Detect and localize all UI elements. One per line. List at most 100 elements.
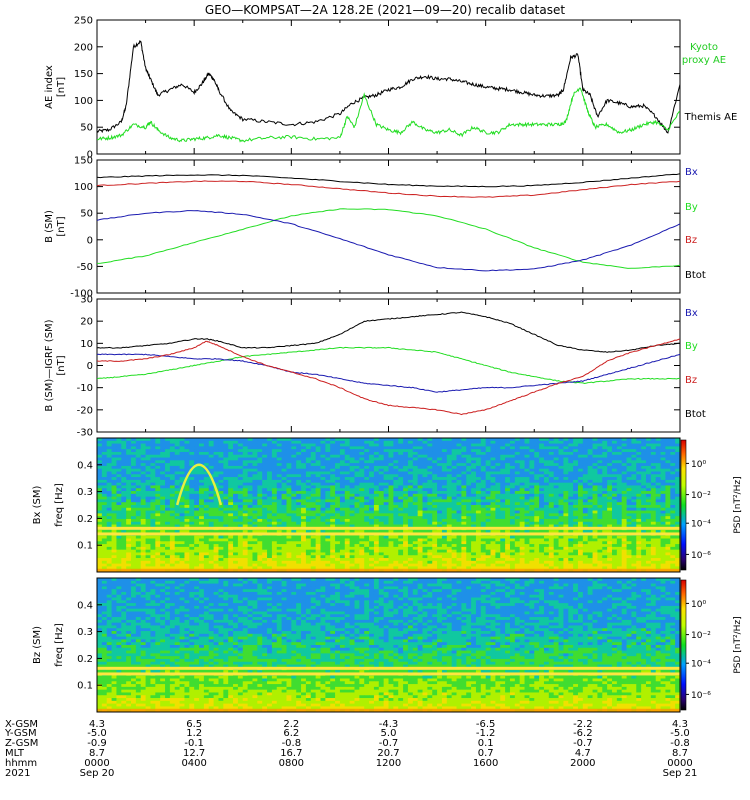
x-axis-value: -0.8 <box>282 738 302 749</box>
x-axis-table: X-GSMY-GSMZ-GSMMLThhmm20214.3-5.0-0.98.7… <box>4 719 697 779</box>
legend-bx: Bx <box>685 167 698 178</box>
y-axis-unit: [nT] <box>56 216 67 236</box>
y-tick-label: 30 <box>80 295 93 306</box>
y-axis-unit: freq [Hz] <box>54 483 65 527</box>
legend-themis-ae: Themis AE <box>684 112 738 123</box>
series-btot <box>97 311 680 353</box>
legend-btot: Btot <box>685 270 706 281</box>
series-kyoto-proxy-ae <box>97 87 680 143</box>
x-axis-value: 0000 <box>84 758 109 769</box>
colorbar-label: PSD [nT²/Hz] <box>733 476 743 533</box>
spectral-band-1 <box>97 532 680 536</box>
colorbar-label: PSD [nT²/Hz] <box>733 616 743 673</box>
spectral-band-2 <box>97 526 680 530</box>
x-axis-value: 6.2 <box>283 728 299 739</box>
x-axis-value: -6.2 <box>573 728 593 739</box>
x-axis-value: -5.0 <box>670 728 690 739</box>
x-axis-value: 4.3 <box>672 719 688 730</box>
y-axis-unit: [nT] <box>56 77 67 97</box>
y-axis-unit: [nT] <box>56 355 67 375</box>
y-tick-label: 0.4 <box>77 460 93 471</box>
panel-3: -30 -20 -10 0 10 20 30 B (SM)—IGRF (SM) [nT] Bx By… <box>44 295 706 439</box>
y-tick-label: -10 <box>77 383 93 394</box>
x-axis-value: -0.1 <box>184 738 204 749</box>
x-axis-row-label: 2021 <box>5 768 30 779</box>
y-tick-label: 0.4 <box>77 600 93 611</box>
colorbar-tick-label: 10⁻⁴ <box>691 520 711 530</box>
series-by <box>97 208 680 269</box>
x-axis-value: -2.2 <box>573 719 593 730</box>
x-axis-value: -0.9 <box>87 738 107 749</box>
y-tick-label: 0 <box>87 150 93 161</box>
y-tick-label: 0 <box>87 361 93 372</box>
y-tick-label: 100 <box>74 96 93 107</box>
low-frequency-band <box>97 568 680 572</box>
y-axis-label: B (SM)—IGRF (SM) <box>44 319 55 411</box>
x-axis-value: 0800 <box>279 758 304 769</box>
low-frequency-band <box>97 708 680 712</box>
x-axis-value: 8.7 <box>672 748 688 759</box>
colorbar-tick-label: 10⁻² <box>691 631 711 641</box>
y-tick-label: 0.2 <box>77 514 93 525</box>
x-axis-row-label: Z-GSM <box>5 738 38 749</box>
x-axis-value: Sep 20 <box>80 768 115 779</box>
panel-frame <box>96 437 681 573</box>
series-by <box>97 346 680 385</box>
spectrogram <box>97 578 681 713</box>
panel-1: 0 50 100 150 200 250 AE index [nT] Kyoto proxy AE… <box>44 16 737 161</box>
x-axis-value: 16.7 <box>280 748 302 759</box>
legend-kyoto: Kyoto <box>690 42 718 53</box>
legend-bx: Bx <box>685 308 698 319</box>
spectral-arc <box>175 463 223 506</box>
x-axis-row-label: MLT <box>5 748 25 759</box>
x-axis-value: 0000 <box>667 758 692 769</box>
y-tick-label: -50 <box>77 262 93 273</box>
y-tick-label: 0.2 <box>77 654 93 665</box>
x-axis-value: -0.7 <box>573 738 593 749</box>
y-tick-label: -100 <box>70 289 93 300</box>
legend-bz: Bz <box>685 375 697 386</box>
y-tick-label: -20 <box>77 405 93 416</box>
x-axis-value: 8.7 <box>89 748 105 759</box>
panel-frame <box>96 159 681 294</box>
y-tick-label: 0.3 <box>77 627 93 638</box>
x-axis-row-label: X-GSM <box>5 719 38 730</box>
x-axis-value: -0.8 <box>670 738 690 749</box>
colorbar <box>680 579 687 711</box>
colorbar-tick-label: 10⁰ <box>691 600 706 610</box>
x-axis-value: 12.7 <box>183 748 205 759</box>
spectrogram <box>97 438 681 573</box>
colorbar-tick-label: 10⁻⁶ <box>691 551 711 561</box>
x-axis-value: 2.2 <box>283 719 299 730</box>
y-tick-label: 250 <box>74 16 93 27</box>
x-axis-value: 0.7 <box>478 748 494 759</box>
legend-bz: Bz <box>685 235 697 246</box>
x-axis-value: 2000 <box>570 758 595 769</box>
y-tick-label: 20 <box>80 317 93 328</box>
spectral-band-2 <box>97 666 680 670</box>
colorbar-tick-label: 10⁻⁶ <box>691 691 711 701</box>
y-tick-label: 200 <box>74 42 93 53</box>
series-bz <box>97 180 680 198</box>
y-tick-label: 0 <box>87 235 93 246</box>
y-tick-label: 0.1 <box>77 541 93 552</box>
colorbar-tick-label: 10⁰ <box>691 460 706 470</box>
x-axis-value: 4.7 <box>575 748 591 759</box>
x-axis-value: -4.3 <box>379 719 399 730</box>
x-axis-value: 4.3 <box>89 719 105 730</box>
x-axis-row-label: hhmm <box>5 758 37 769</box>
y-tick-label: 0.3 <box>77 487 93 498</box>
y-axis-label: B (SM) <box>44 210 55 243</box>
x-axis-value: 5.0 <box>381 728 397 739</box>
colorbar-tick-label: 10⁻² <box>691 491 711 501</box>
y-axis-unit: freq [Hz] <box>54 623 65 667</box>
y-tick-label: 0.1 <box>77 681 93 692</box>
y-tick-label: 150 <box>74 69 93 80</box>
y-tick-label: 50 <box>80 123 93 134</box>
x-axis-value: -0.7 <box>379 738 399 749</box>
y-tick-label: 100 <box>74 182 93 193</box>
series-bz <box>97 338 680 416</box>
x-axis-value: 1600 <box>473 758 498 769</box>
legend-by: By <box>685 202 698 213</box>
